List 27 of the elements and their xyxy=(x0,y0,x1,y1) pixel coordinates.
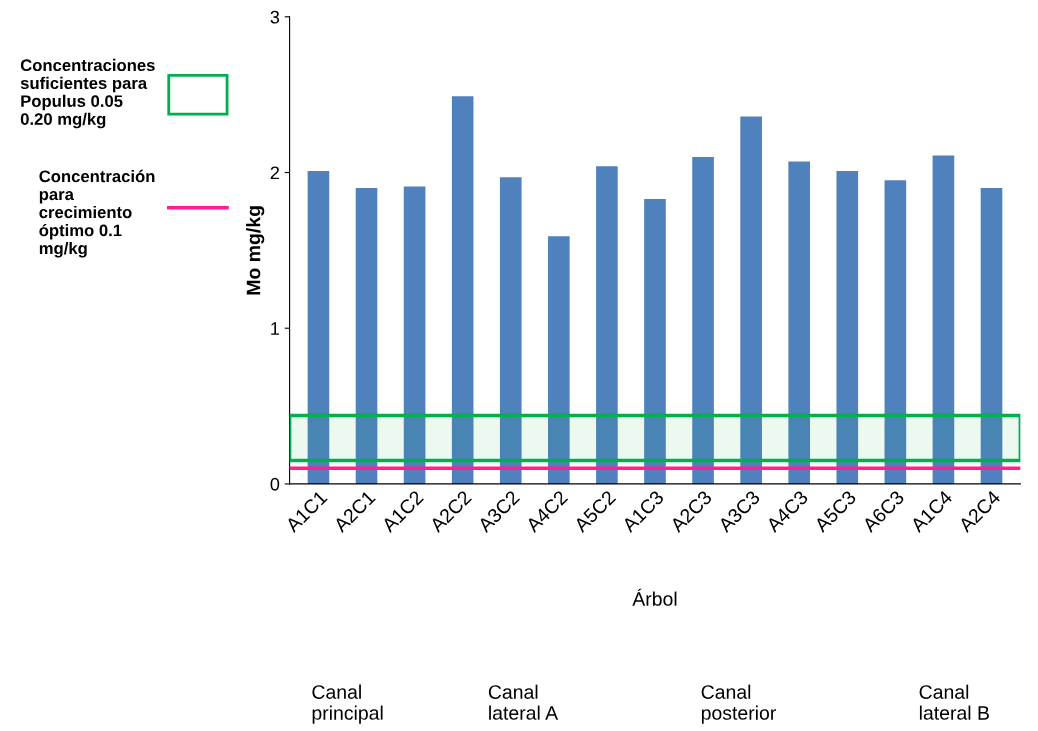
bar xyxy=(980,188,1003,484)
bar xyxy=(788,161,811,484)
bar xyxy=(884,180,907,484)
x-axis-title: Árbol xyxy=(632,588,677,606)
legend-label: Concentraciones suficientes para Populus 0.05 0.20 mg/kg xyxy=(20,58,155,129)
bar xyxy=(740,116,762,484)
bar xyxy=(692,156,714,484)
bar xyxy=(548,236,570,484)
text: Canal principal xyxy=(312,684,383,724)
text: Canal posterior xyxy=(701,684,776,724)
text: Canal lateral A xyxy=(488,684,559,720)
legend-label: Concentración para crecimiento óptimo 0.1 mg/kg xyxy=(39,169,155,258)
bar xyxy=(499,177,522,484)
bar xyxy=(403,186,426,484)
y-tick-label: 0 xyxy=(270,477,280,491)
bar xyxy=(596,166,618,484)
y-tick-label: 2 xyxy=(270,166,279,180)
bar xyxy=(644,198,666,484)
bar xyxy=(307,170,330,484)
bar xyxy=(355,188,378,484)
bar xyxy=(451,96,474,484)
y-tick-label: 1 xyxy=(271,322,279,335)
y-axis-title: Mo mg/kg xyxy=(246,206,265,295)
bar xyxy=(836,170,859,484)
bar xyxy=(932,155,955,484)
y-tick-label: 3 xyxy=(270,10,280,24)
text: Canal lateral B xyxy=(919,684,989,720)
